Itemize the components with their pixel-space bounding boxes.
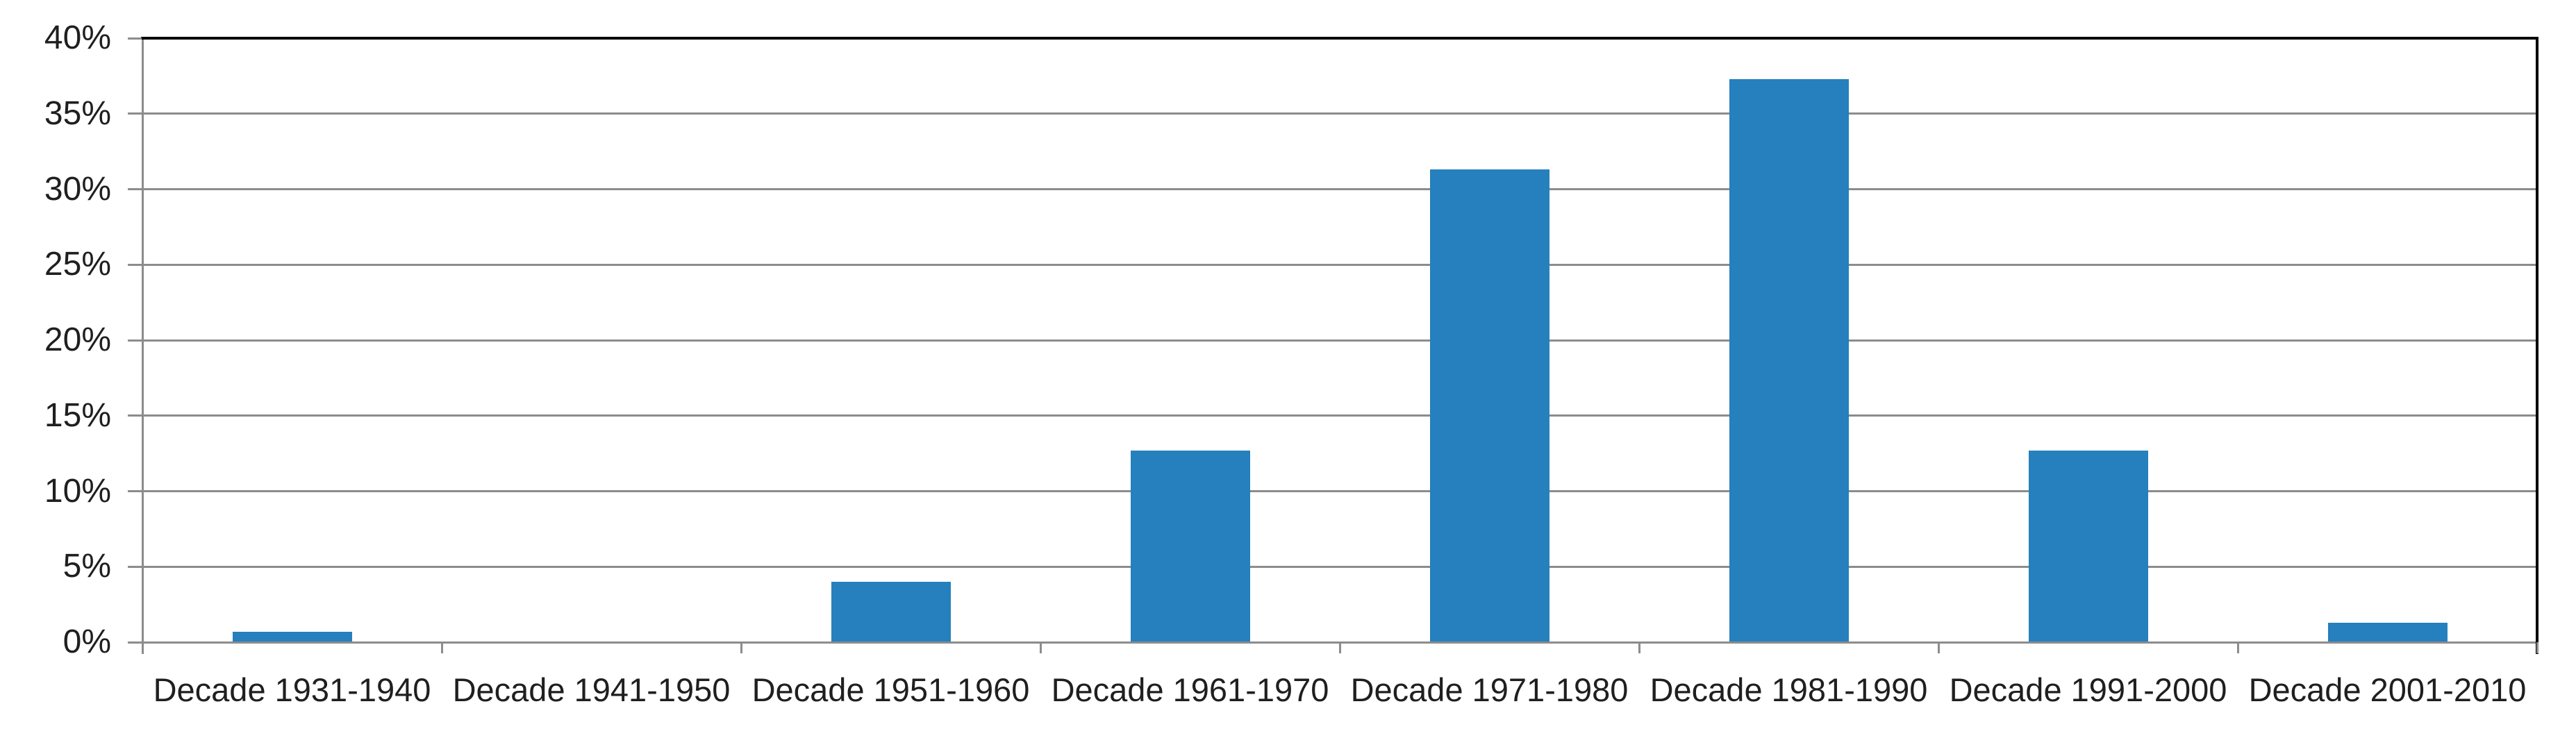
x-axis-tick (740, 642, 742, 653)
x-axis-label: Decade 2001-2010 (2248, 671, 2527, 708)
x-axis-label: Decade 1971-1980 (1350, 671, 1629, 708)
y-axis-tick (128, 37, 142, 40)
bar (232, 631, 352, 642)
y-axis-label: 30% (44, 170, 111, 208)
x-axis-tick (1338, 642, 1341, 653)
y-axis-label: 35% (44, 94, 111, 132)
gridline (142, 490, 2537, 492)
gridline (142, 339, 2537, 342)
y-axis-label: 40% (44, 19, 111, 56)
y-axis-line (141, 38, 144, 654)
plot-border-top (141, 37, 2538, 40)
x-axis-tick (440, 642, 443, 653)
y-axis-label: 25% (44, 246, 111, 283)
gridline (142, 263, 2537, 266)
x-axis-label: Decade 1991-2000 (1949, 671, 2227, 708)
bar (1429, 169, 1549, 642)
y-axis-label: 10% (44, 472, 111, 510)
bar (831, 582, 951, 642)
gridline (142, 565, 2537, 568)
y-axis-tick (128, 263, 142, 266)
y-axis-tick (128, 339, 142, 342)
y-axis-tick (128, 490, 142, 492)
bar (2327, 622, 2448, 642)
x-axis-tick (1039, 642, 1042, 653)
gridline (142, 414, 2537, 417)
x-axis-label: Decade 1931-1940 (153, 671, 431, 708)
x-axis-tick (1638, 642, 1640, 653)
plot-border-right (2536, 37, 2538, 654)
y-axis-label: 5% (63, 548, 111, 585)
x-axis-label: Decade 1961-1970 (1051, 671, 1329, 708)
x-axis-label: Decade 1941-1950 (452, 671, 731, 708)
bar (1729, 78, 1849, 642)
gridline (142, 112, 2537, 115)
x-axis-tick (2236, 642, 2239, 653)
y-axis-label: 20% (44, 321, 111, 358)
y-axis-tick (128, 112, 142, 115)
x-axis-label: Decade 1951-1960 (751, 671, 1030, 708)
x-axis-tick (141, 642, 144, 653)
y-axis-tick (128, 188, 142, 190)
gridline (142, 188, 2537, 190)
y-axis-label: 15% (44, 396, 111, 434)
y-axis-label: 0% (63, 623, 111, 660)
x-axis-tick (1937, 642, 1940, 653)
bar (1130, 450, 1250, 642)
x-axis-tick (2536, 642, 2538, 653)
x-axis-label: Decade 1981-1990 (1650, 671, 1928, 708)
bar (2028, 450, 2148, 642)
y-axis-tick (128, 641, 142, 644)
y-axis-tick (128, 414, 142, 417)
y-axis-tick (128, 565, 142, 568)
